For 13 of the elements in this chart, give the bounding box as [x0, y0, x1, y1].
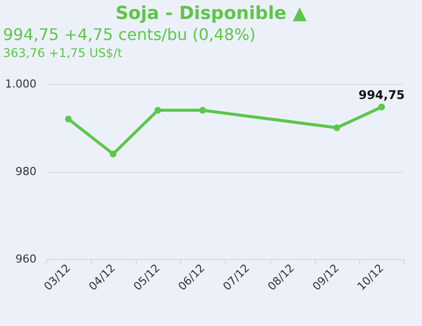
y-tick-label: 980 — [16, 165, 36, 178]
text: 363,76 +1,75 US$/t — [3, 45, 124, 62]
y-tick-label: 960 — [16, 252, 36, 266]
data-label: 994,75 — [358, 88, 405, 102]
chart-title: Soja - Disponible ▲ — [114, 3, 308, 25]
point — [199, 106, 206, 114]
chart-subtitle: 994,75 +4,75 cents/bu (0,48%) — [3, 25, 257, 45]
point — [154, 106, 162, 114]
y-tick-label: 1.000 — [5, 78, 36, 90]
point — [110, 150, 116, 158]
point — [378, 104, 385, 110]
point — [65, 116, 72, 122]
point — [334, 124, 340, 132]
